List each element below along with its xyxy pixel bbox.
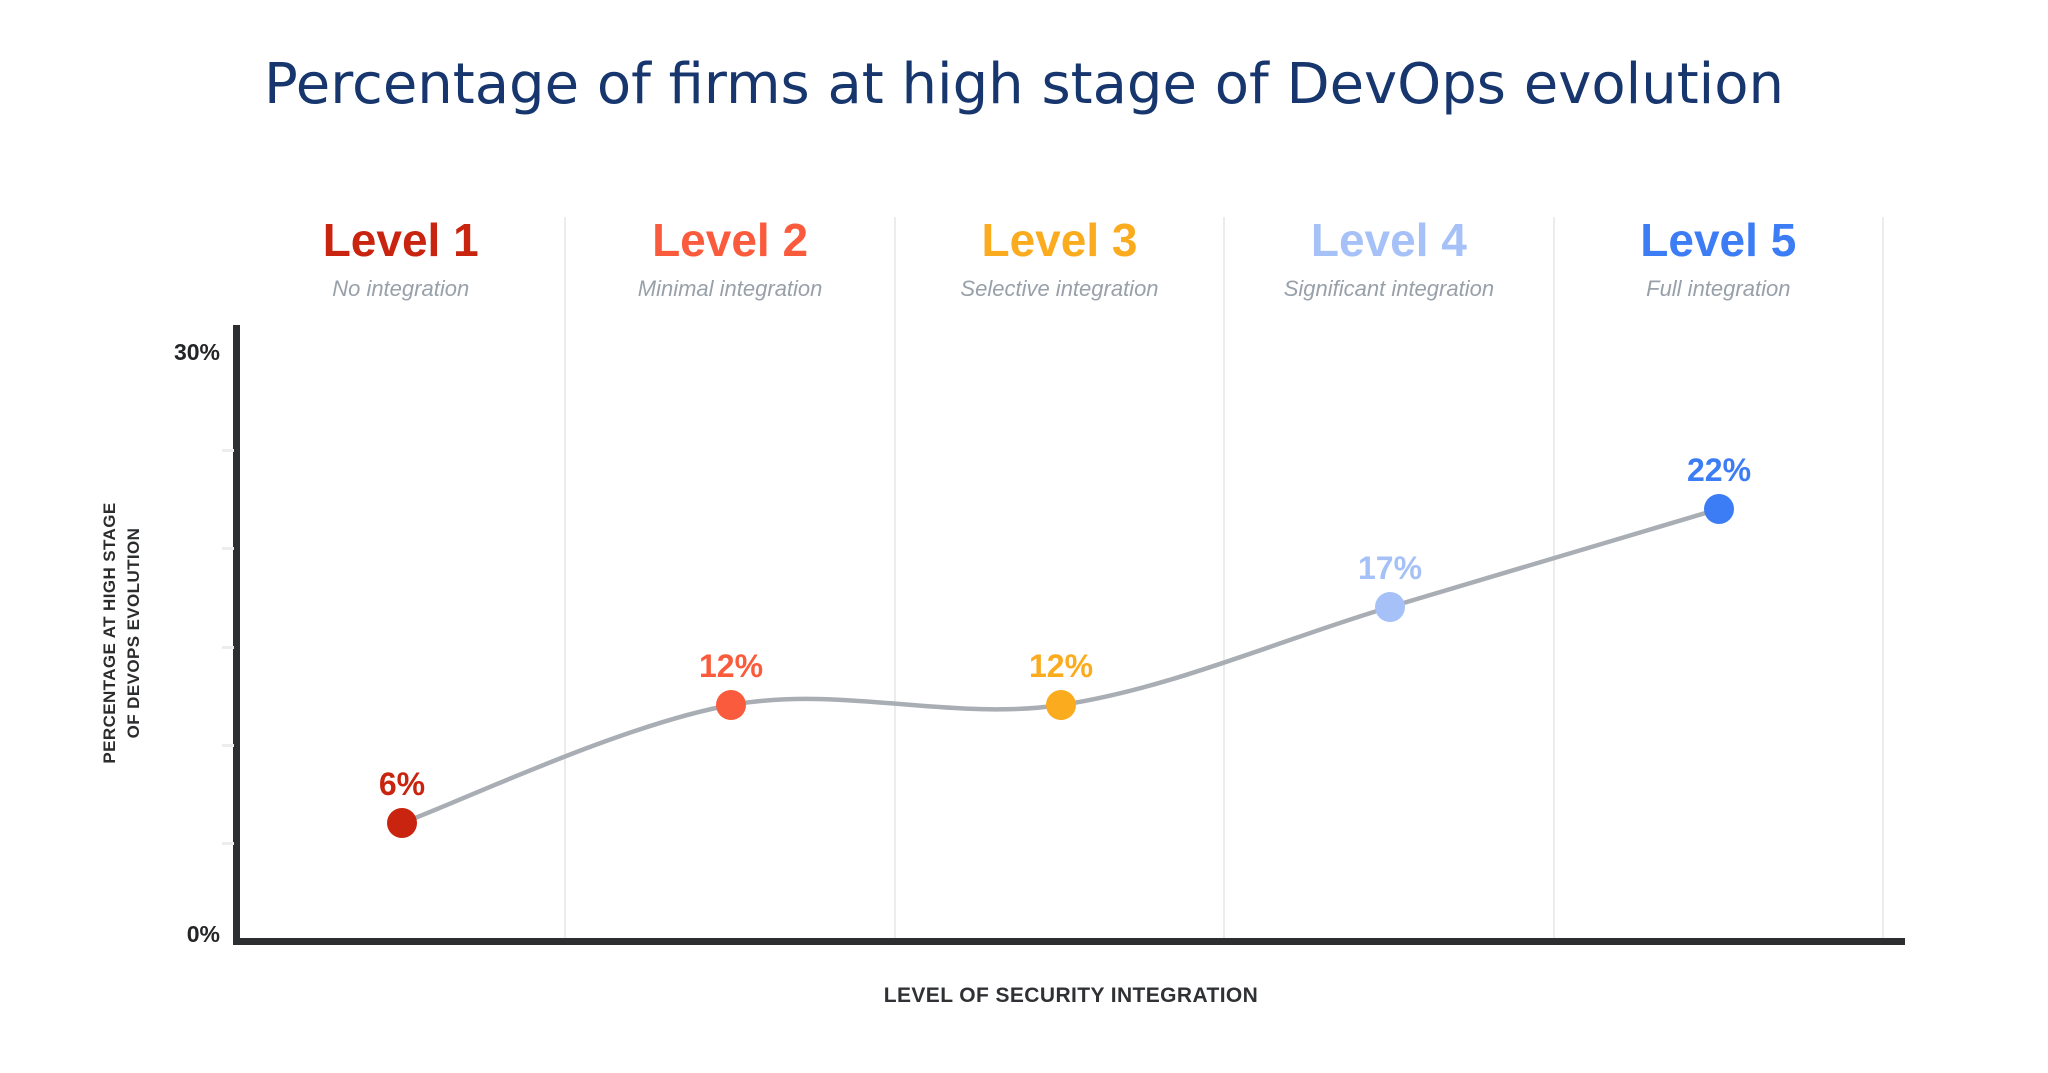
level-subtitle-4: Significant integration xyxy=(1283,276,1495,301)
level-subtitle-2: Minimal integration xyxy=(637,276,823,301)
level-subtitle-5: Full integration xyxy=(1646,276,1791,301)
level-subtitle-1: No integration xyxy=(332,276,470,301)
level-column-4: Level 4 Significant integration xyxy=(1225,214,1555,942)
level-header-5: Level 5 xyxy=(1640,214,1797,266)
level-header-2: Level 2 xyxy=(652,214,809,266)
y-tick-label-0: 0% xyxy=(186,921,220,947)
y-tick-label-30: 30% xyxy=(173,339,220,365)
y-minor-tick-20 xyxy=(222,547,234,551)
y-axis-title-line2: OF DEVOPS EVOLUTION xyxy=(124,527,143,739)
x-axis-title: LEVEL OF SECURITY INTEGRATION xyxy=(883,984,1259,1007)
y-axis-title: PERCENTAGE AT HIGH STAGE OF DEVOPS EVOLU… xyxy=(98,502,146,763)
y-minor-tick-5 xyxy=(222,841,234,845)
chart-title: Percentage of firms at high stage of Dev… xyxy=(264,51,1784,117)
level-column-5: Level 5 Full integration xyxy=(1555,217,1884,942)
level-column-1: Level 1 No integration xyxy=(237,214,567,942)
y-minor-tick-25 xyxy=(222,449,234,453)
y-axis-title-line1: PERCENTAGE AT HIGH STAGE xyxy=(100,502,120,764)
level-column-2: Level 2 Minimal integration xyxy=(566,214,896,942)
level-header-1: Level 1 xyxy=(322,214,479,266)
level-header-3: Level 3 xyxy=(981,214,1138,266)
x-axis-line xyxy=(233,938,1905,945)
level-subtitle-3: Selective integration xyxy=(960,276,1159,301)
y-axis-line xyxy=(233,325,240,945)
level-columns: Level 1 No integration Level 2 Minimal inte… xyxy=(0,217,2048,942)
level-header-4: Level 4 xyxy=(1310,214,1467,266)
y-minor-tick-15 xyxy=(222,645,234,649)
y-minor-tick-10 xyxy=(222,743,234,747)
level-column-3: Level 3 Selective integration xyxy=(896,214,1226,942)
